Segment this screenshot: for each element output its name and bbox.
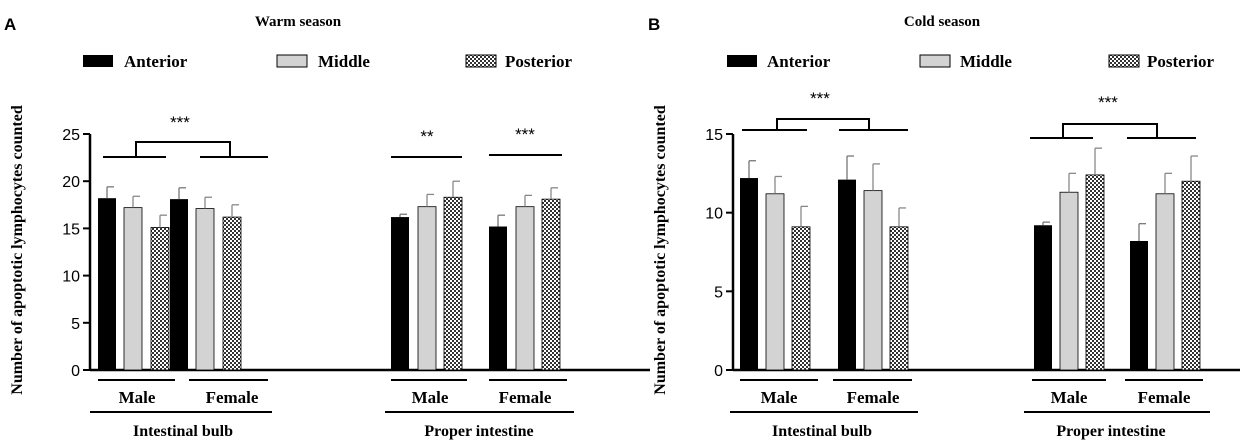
panel-b-section-label-intestinal-bulb: Intestinal bulb (772, 423, 872, 440)
panel-a: A Warm season Number of apoptotic lympho… (4, 14, 534, 440)
panel-b: B Cold season Number of apoptotic lympho… (648, 14, 1166, 440)
panel-a-ytick-label: 15 (62, 221, 80, 238)
panel-a-sig-label: *** (515, 125, 535, 144)
panel-b-sig-label: *** (1098, 93, 1118, 112)
panel-b-bar-anterior (1034, 225, 1052, 370)
panel-a-group-label: Female (499, 388, 552, 407)
panel-a-bar-posterior (150, 227, 170, 371)
panel-a-sig-label: *** (170, 113, 190, 132)
panel-a-group-label: Male (119, 388, 156, 407)
panel-b-bar-anterior (740, 178, 758, 370)
panel-a-ytick-label: 5 (71, 316, 80, 333)
panel-b-label: B (648, 15, 660, 34)
panel-b-ytick-label: 10 (705, 206, 723, 223)
panel-a-bar-posterior (222, 216, 242, 371)
panel-b-group-label: Male (761, 388, 798, 407)
panel-a-section-label-proper-intestine: Proper intestine (424, 423, 533, 440)
panel-a-ytick-label: 0 (71, 363, 80, 380)
panel-a-bar-anterior (489, 226, 507, 370)
panel-a-bar-anterior (391, 217, 409, 370)
panel-b-bar-posterior (1181, 180, 1201, 371)
panel-a-bar-middle (195, 208, 215, 371)
panel-a-bar-anterior (170, 199, 188, 370)
panel-a-title: Warm season (255, 14, 342, 30)
legend-b-label-middle: Middle (960, 52, 1012, 71)
legend-b-label-posterior: Posterior (1147, 52, 1214, 71)
panel-a-ylabel: Number of apoptotic lymphocytes counted (9, 105, 26, 395)
panel-a-ytick-label: 10 (62, 269, 80, 286)
panel-b-bar-middle (765, 193, 785, 371)
panel-b-sig-bracket (776, 118, 870, 130)
panel-a-ytick-label: 25 (62, 127, 80, 144)
panel-a-bar-middle (123, 207, 143, 371)
panel-b-sig-label: *** (810, 89, 830, 108)
panel-b-group-label: Male (1051, 388, 1088, 407)
panel-b-bar-anterior (838, 179, 856, 370)
legend-a-label-posterior: Posterior (505, 52, 572, 71)
panel-b-bar-middle (1059, 191, 1079, 371)
panel-a-legend: Anterior Middle Posterior (83, 52, 572, 71)
panel-b-bar-posterior (889, 226, 909, 371)
panel-b-bar-anterior (1130, 240, 1148, 370)
legend-b-swatch-middle (919, 54, 951, 68)
legend-b-label-anterior: Anterior (767, 52, 831, 71)
legend-a-swatch-anterior (83, 55, 113, 67)
panel-b-group-label: Female (847, 388, 900, 407)
panel-a-sig-bracket (135, 141, 231, 157)
panel-b-bar-posterior (791, 226, 811, 371)
panel-a-label: A (4, 15, 16, 34)
panel-a-bar-middle (417, 206, 437, 371)
panel-a-group-label: Female (206, 388, 259, 407)
panel-a-sig-label: ** (420, 127, 434, 146)
panel-b-group-label: Female (1138, 388, 1191, 407)
panel-b-bar-posterior (1085, 174, 1105, 371)
panel-a-ytick-label: 20 (62, 174, 80, 191)
panel-a-bar-posterior (541, 198, 561, 371)
panel-a-section-label-intestinal-bulb: Intestinal bulb (133, 423, 233, 440)
panel-b-section-label-proper-intestine: Proper intestine (1056, 423, 1165, 440)
panel-b-ytick-label: 0 (714, 363, 723, 380)
legend-a-label-anterior: Anterior (124, 52, 188, 71)
panel-b-bar-middle (863, 190, 883, 371)
panel-b-legend: Anterior Middle Posterior (727, 52, 1214, 71)
panel-a-bar-middle (515, 206, 535, 371)
panel-a-bar-anterior (98, 198, 116, 370)
panel-b-ytick-label: 15 (705, 127, 723, 144)
panel-b-title: Cold season (904, 14, 981, 30)
panel-a-bar-posterior (443, 196, 463, 371)
legend-a-swatch-middle (276, 54, 308, 68)
panel-a-group-label: Male (412, 388, 449, 407)
legend-b-swatch-anterior (727, 55, 757, 67)
panel-b-ytick-label: 5 (714, 284, 723, 301)
panel-b-bar-middle (1155, 193, 1175, 371)
legend-a-label-middle: Middle (318, 52, 370, 71)
legend-b-swatch-posterior (1108, 54, 1140, 68)
panel-b-ylabel: Number of apoptotic lymphocytes counted (652, 105, 669, 395)
legend-a-swatch-posterior (465, 54, 497, 68)
panel-b-sig-bracket (1062, 123, 1158, 138)
